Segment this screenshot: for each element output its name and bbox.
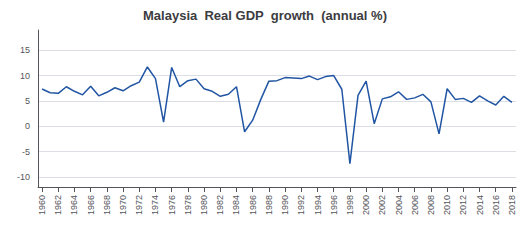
svg-text:1982: 1982: [215, 195, 225, 215]
svg-text:1966: 1966: [86, 195, 96, 215]
svg-text:2016: 2016: [491, 195, 501, 215]
svg-text:1980: 1980: [199, 195, 209, 215]
svg-text:5: 5: [25, 96, 30, 106]
svg-text:1996: 1996: [329, 195, 339, 215]
svg-text:1974: 1974: [150, 195, 160, 215]
svg-text:1968: 1968: [102, 195, 112, 215]
svg-text:1978: 1978: [183, 195, 193, 215]
svg-text:2000: 2000: [361, 195, 371, 215]
svg-text:1960: 1960: [37, 195, 47, 215]
svg-text:2006: 2006: [410, 195, 420, 215]
svg-text:1962: 1962: [53, 195, 63, 215]
svg-text:-5: -5: [22, 147, 30, 157]
svg-text:2002: 2002: [377, 195, 387, 215]
svg-text:2012: 2012: [458, 195, 468, 215]
svg-text:0: 0: [25, 121, 30, 131]
svg-text:1992: 1992: [296, 195, 306, 215]
svg-text:1970: 1970: [118, 195, 128, 215]
svg-text:2008: 2008: [426, 195, 436, 215]
svg-text:1994: 1994: [313, 195, 323, 215]
svg-text:1990: 1990: [280, 195, 290, 215]
svg-text:1976: 1976: [167, 195, 177, 215]
svg-text:1984: 1984: [231, 195, 241, 215]
svg-text:2004: 2004: [394, 195, 404, 215]
svg-text:1972: 1972: [134, 195, 144, 215]
svg-text:2014: 2014: [475, 195, 485, 215]
svg-text:2010: 2010: [442, 195, 452, 215]
svg-text:15: 15: [20, 45, 30, 55]
svg-text:1986: 1986: [248, 195, 258, 215]
svg-text:2018: 2018: [507, 195, 517, 215]
svg-text:10: 10: [20, 71, 30, 81]
svg-text:1964: 1964: [69, 195, 79, 215]
svg-text:1988: 1988: [264, 195, 274, 215]
svg-text:-10: -10: [17, 172, 30, 182]
svg-text:1998: 1998: [345, 195, 355, 215]
svg-text:Malaysia Real GDP growth (a: Malaysia Real GDP growth (annual %): [143, 8, 387, 23]
